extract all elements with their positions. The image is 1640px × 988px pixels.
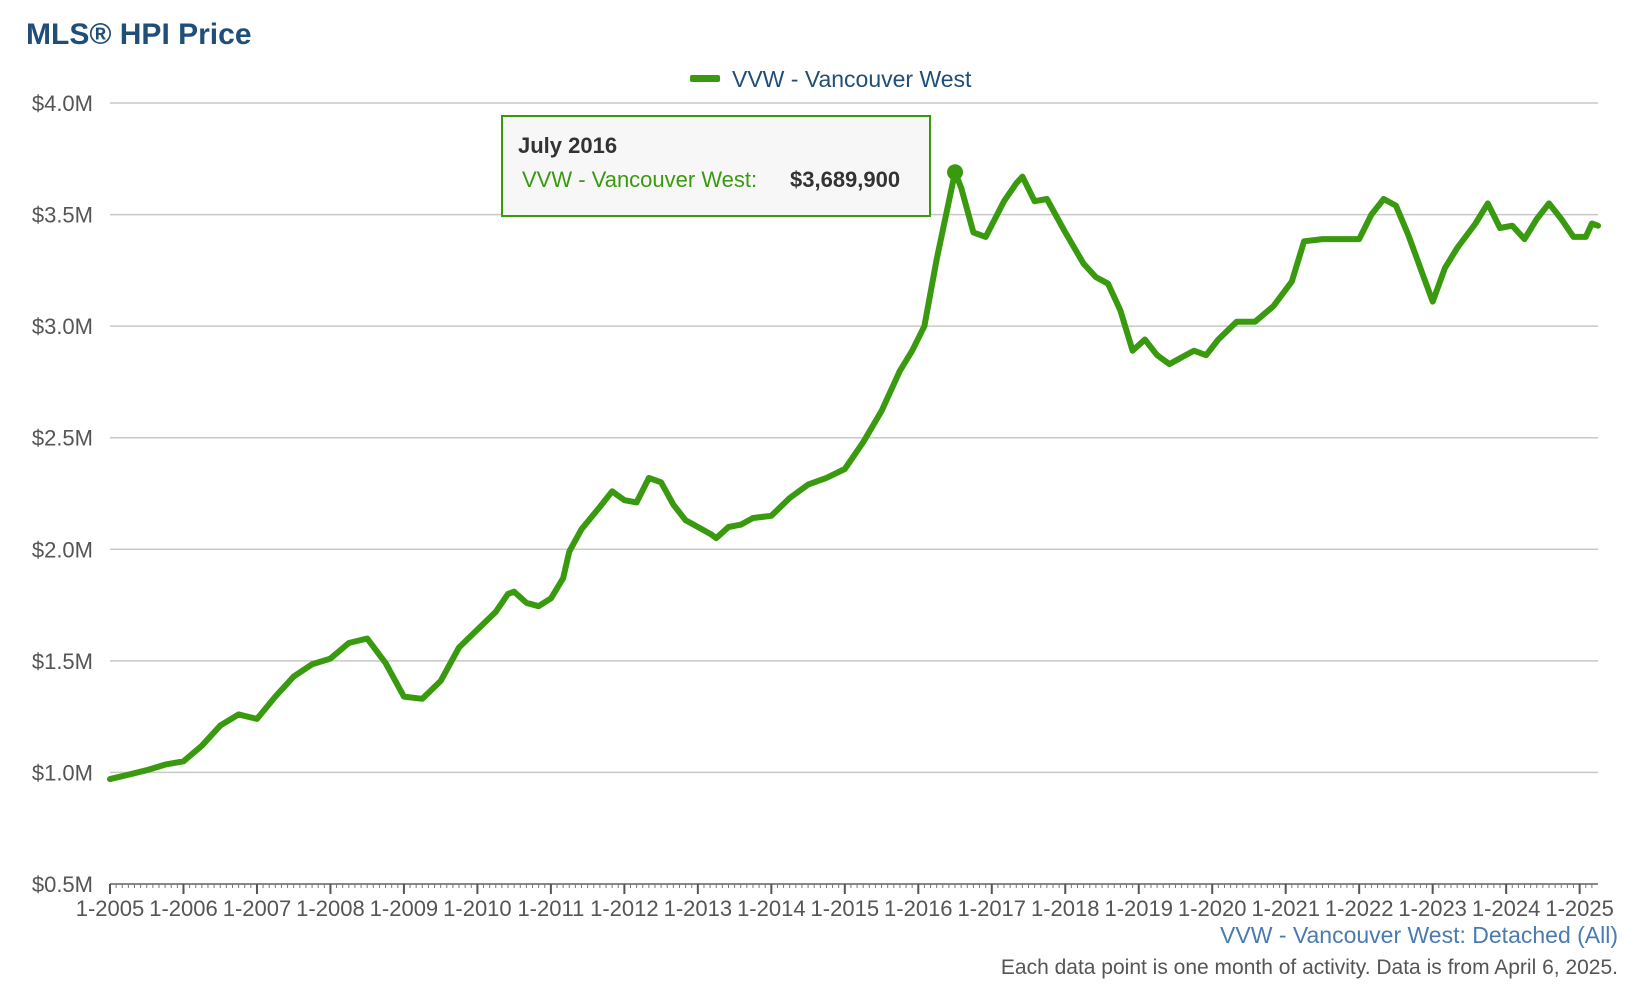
x-tick-label: 1-2009	[370, 896, 439, 921]
footer-note: Each data point is one month of activity…	[1000, 956, 1618, 979]
x-tick-label: 1-2012	[590, 896, 659, 921]
x-tick-label: 1-2023	[1398, 896, 1467, 921]
x-tick-label: 1-2013	[664, 896, 733, 921]
x-tick-label: 1-2022	[1325, 896, 1394, 921]
legend[interactable]: VVW - Vancouver West	[690, 66, 972, 92]
x-tick-label: 1-2010	[443, 896, 512, 921]
y-tick-label: $3.5M	[32, 203, 93, 228]
footer-series-label[interactable]: VVW - Vancouver West: Detached (All)	[1220, 922, 1618, 948]
series-vancouver-west[interactable]	[107, 164, 1601, 783]
x-tick-label: 1-2016	[884, 896, 953, 921]
x-tick-label: 1-2011	[517, 896, 584, 921]
y-tick-label: $2.0M	[32, 537, 93, 562]
x-tick-label: 1-2005	[76, 896, 145, 921]
y-axis-labels: $0.5M $1.0M $1.5M $2.0M $2.5M $3.0M $3.5M $4.0M	[32, 91, 93, 897]
highlight-point[interactable]	[947, 164, 964, 181]
y-tick-label: $1.5M	[32, 649, 93, 674]
tooltip-date: July 2016	[518, 133, 617, 158]
x-tick-label: 1-2019	[1104, 896, 1173, 921]
chart-title: MLS® HPI Price	[26, 18, 252, 51]
tooltip-value: $3,689,900	[790, 167, 900, 192]
y-tick-label: $3.0M	[32, 314, 93, 339]
x-tick-label: 1-2018	[1031, 896, 1100, 921]
x-tick-label: 1-2020	[1178, 896, 1247, 921]
x-tick-label: 1-2008	[296, 896, 365, 921]
x-tick-label: 1-2021	[1251, 896, 1320, 921]
x-tick-label: 1-2025	[1545, 896, 1614, 921]
x-tick-label: 1-2014	[737, 896, 806, 921]
legend-label: VVW - Vancouver West	[732, 66, 972, 92]
tooltip-box	[501, 115, 931, 217]
y-tick-label: $4.0M	[32, 91, 93, 116]
x-tick-label: 1-2024	[1472, 896, 1541, 921]
x-tick-label: 1-2007	[223, 896, 292, 921]
legend-swatch	[690, 75, 720, 82]
x-tick-label: 1-2017	[958, 896, 1027, 921]
x-tick-label: 1-2006	[149, 896, 218, 921]
series-line[interactable]	[107, 169, 1601, 783]
y-tick-label: $1.0M	[32, 760, 93, 785]
x-tick-label: 1-2015	[811, 896, 880, 921]
grid-lines	[110, 102, 1598, 885]
y-tick-label: $0.5M	[32, 872, 93, 897]
x-axis	[109, 883, 1598, 894]
y-tick-label: $2.5M	[32, 426, 93, 451]
tooltip-series: VVW - Vancouver West:	[522, 167, 757, 192]
x-axis-labels: 1-2005 1-2006 1-2007 1-2008 1-2009 1-2010 1-20…	[76, 896, 1614, 921]
tooltip: July 2016 VVW - Vancouver West: $3,689,9…	[501, 115, 931, 217]
